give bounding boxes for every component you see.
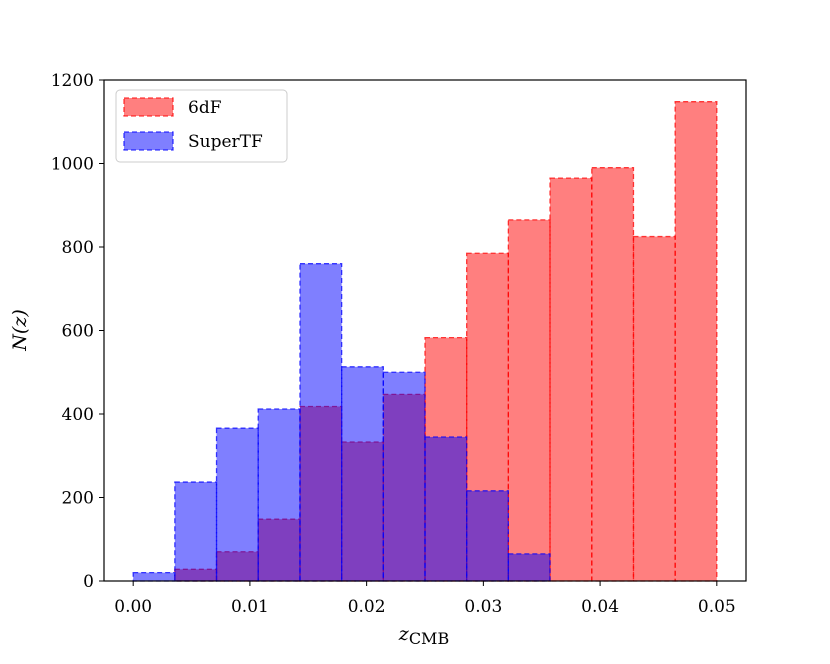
legend-swatch-6df (123, 97, 174, 117)
y-tick-label: 1000 (51, 155, 94, 175)
bar-6df-12 (632, 235, 676, 582)
x-tick-label: 0.04 (581, 597, 619, 617)
x-tick-label: 0.05 (698, 597, 736, 617)
bar-supertf-2 (215, 427, 259, 582)
y-tick-label: 600 (62, 322, 94, 342)
x-tick-label: 0.01 (231, 597, 269, 617)
legend-swatch-supertf (123, 131, 174, 151)
bar-supertf-1 (174, 481, 218, 582)
y-tick-label: 1200 (51, 71, 94, 91)
bar-supertf-0 (132, 572, 176, 582)
y-axis-label: N(z) (9, 309, 31, 351)
bar-supertf-7 (424, 436, 468, 582)
x-tick-label: 0.02 (348, 597, 386, 617)
y-tick-label: 400 (62, 405, 94, 425)
x-tick-label: 0.03 (464, 597, 502, 617)
bar-6df-13 (674, 101, 718, 582)
y-tick-label: 0 (83, 572, 94, 592)
ticks-layer: 0.00 0.01 0.02 0.03 0.04 0.05 0 200 400 600 800 100… (51, 71, 736, 617)
legend: 6dF SuperTF (115, 89, 288, 163)
bar-6df-10 (549, 177, 593, 582)
bar-6df-11 (591, 167, 635, 582)
bar-supertf-3 (257, 408, 301, 582)
bars-layer (132, 101, 718, 582)
bar-supertf-8 (466, 490, 509, 582)
legend-label-supertf: SuperTF (188, 132, 263, 152)
bar-supertf-9 (507, 553, 551, 582)
bar-supertf-4 (299, 263, 343, 582)
bar-supertf-6 (382, 371, 426, 582)
bar-6df-9 (507, 219, 551, 582)
y-tick-label: 200 (62, 489, 94, 509)
x-tick-label: 0.00 (114, 597, 152, 617)
y-tick-label: 800 (62, 238, 94, 258)
x-axis-label: zCMB (398, 623, 449, 648)
legend-label-6df: 6dF (188, 98, 222, 118)
bar-supertf-5 (341, 366, 384, 582)
